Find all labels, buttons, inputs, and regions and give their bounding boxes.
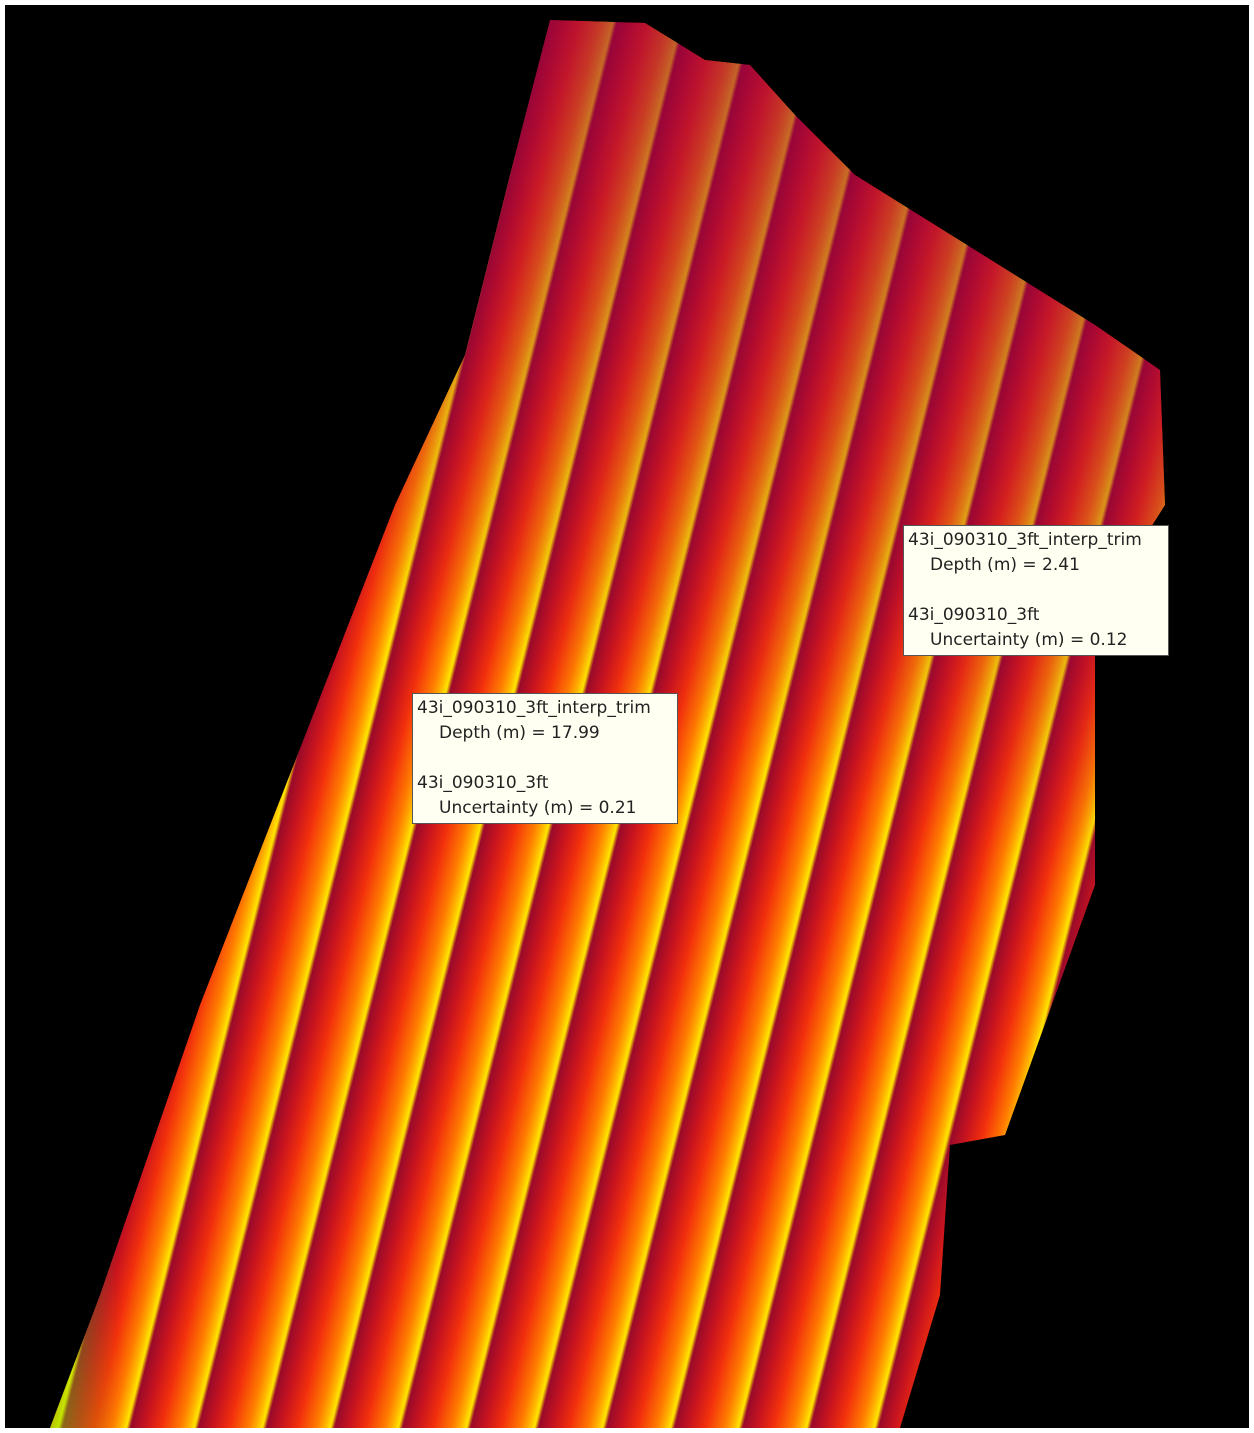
source-name: 43i_090310_3ft [908,603,1164,628]
identify-tooltip: 43i_090310_3ft_interp_trim Depth (m) = 1… [412,693,678,824]
identify-tooltip: 43i_090310_3ft_interp_trim Depth (m) = 2… [903,525,1169,656]
source-name: 43i_090310_3ft [417,771,673,796]
depth-value: Depth (m) = 2.41 [908,553,1164,578]
screen: 43i_090310_3ft_interp_trim Depth (m) = 1… [0,0,1254,1433]
uncertainty-value: Uncertainty (m) = 0.21 [417,796,673,821]
layer-name: 43i_090310_3ft_interp_trim [908,528,1164,553]
layer-name: 43i_090310_3ft_interp_trim [417,696,673,721]
depth-value: Depth (m) = 17.99 [417,721,673,746]
uncertainty-value: Uncertainty (m) = 0.12 [908,628,1164,653]
